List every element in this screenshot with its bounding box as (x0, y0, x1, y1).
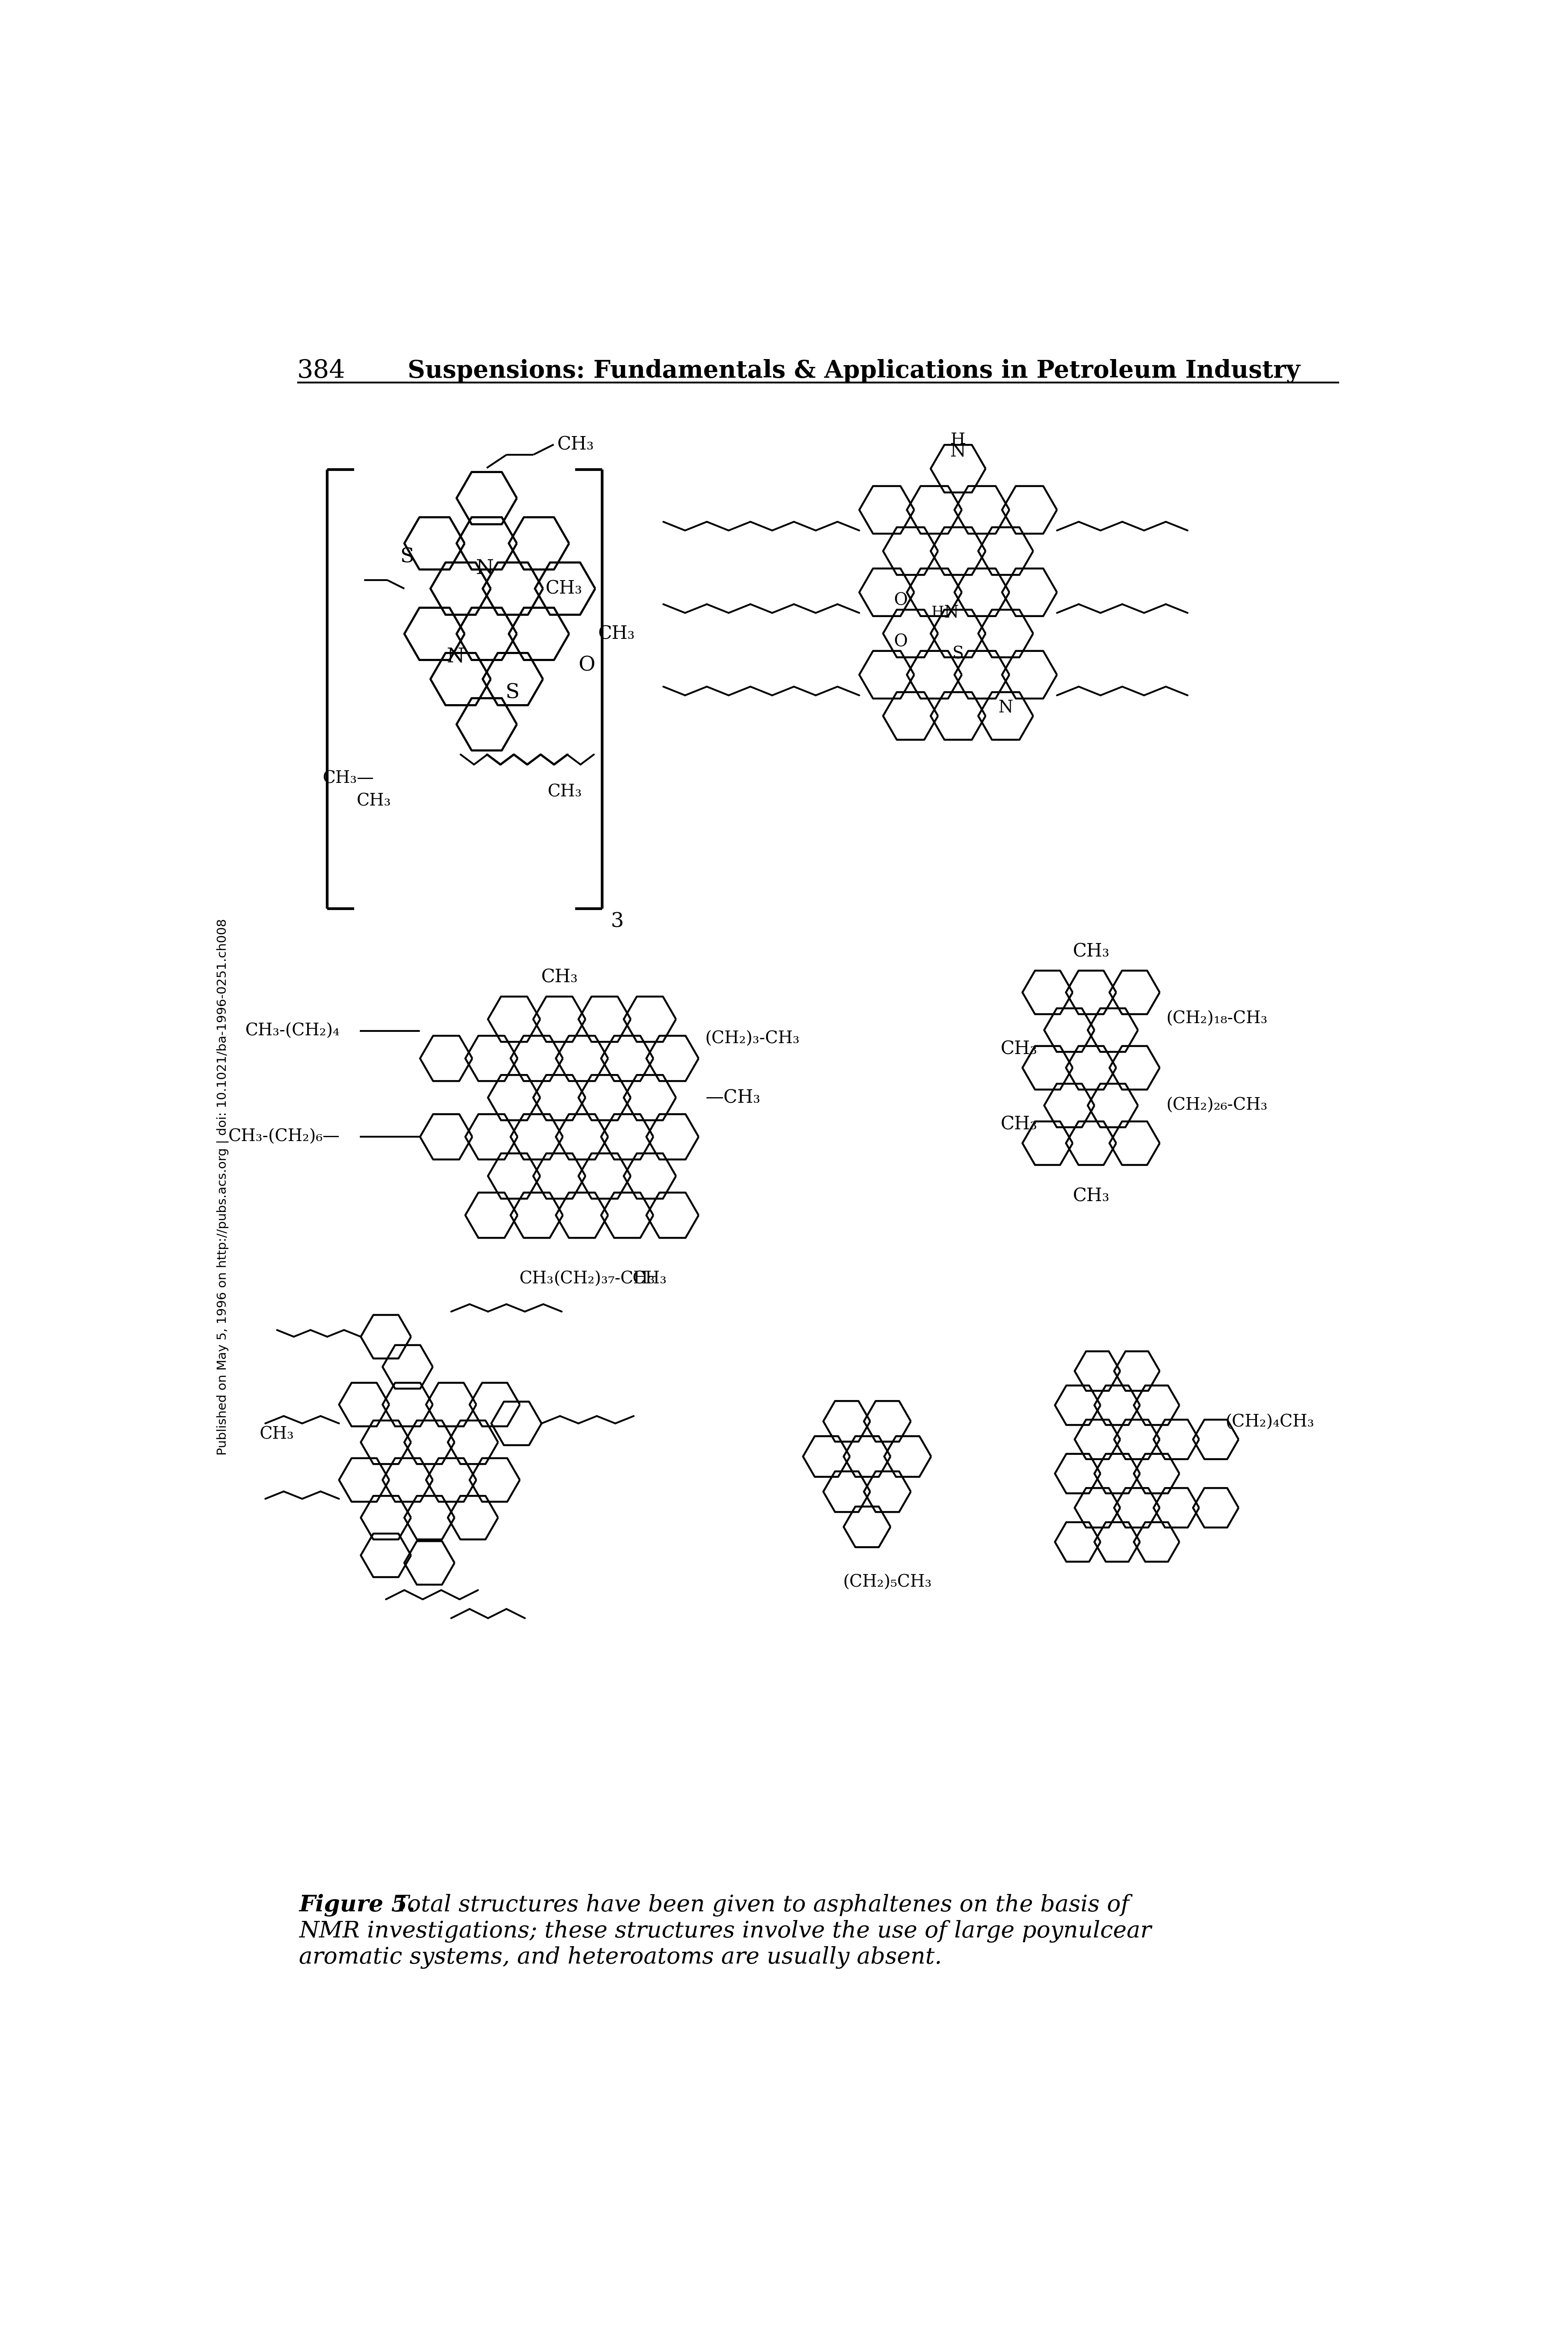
Text: H: H (931, 606, 944, 620)
Text: (CH₂)₅CH₃: (CH₂)₅CH₃ (842, 1574, 931, 1591)
Text: S: S (952, 646, 964, 663)
Text: N: N (477, 559, 494, 578)
Text: 384: 384 (296, 360, 345, 383)
Text: O: O (579, 656, 596, 674)
Text: N: N (950, 442, 966, 461)
Text: CH₃: CH₃ (1073, 1187, 1109, 1206)
Text: CH₃: CH₃ (260, 1426, 295, 1443)
Text: CH₃: CH₃ (541, 968, 577, 987)
Text: (CH₂)₄CH₃: (CH₂)₄CH₃ (1225, 1415, 1314, 1431)
Text: N: N (447, 646, 464, 667)
Text: O: O (894, 634, 908, 651)
Text: S: S (400, 548, 414, 566)
Text: (CH₂)₂₆-CH₃: (CH₂)₂₆-CH₃ (1167, 1097, 1267, 1114)
Text: CH₃: CH₃ (356, 794, 390, 808)
Text: (CH₂)₃-CH₃: (CH₂)₃-CH₃ (706, 1032, 800, 1046)
Text: N: N (944, 604, 958, 620)
Text: CH₃: CH₃ (597, 625, 635, 644)
Text: CH₃: CH₃ (1000, 1116, 1036, 1133)
Text: (CH₂)₁₈-CH₃: (CH₂)₁₈-CH₃ (1167, 1010, 1267, 1027)
Text: CH₃-(CH₂)₆—: CH₃-(CH₂)₆— (229, 1128, 340, 1144)
Text: S: S (505, 684, 519, 703)
Text: CH₃: CH₃ (1073, 942, 1109, 961)
Text: O: O (894, 592, 908, 609)
Text: CH₃: CH₃ (1000, 1039, 1036, 1058)
Text: CH₃-(CH₂)₄: CH₃-(CH₂)₄ (245, 1022, 340, 1039)
Text: Figure 5.: Figure 5. (299, 1894, 416, 1918)
Text: 3: 3 (610, 912, 624, 931)
Text: CH₃: CH₃ (519, 1271, 554, 1288)
Text: CH₃: CH₃ (632, 1271, 666, 1288)
Text: CH₃: CH₃ (557, 435, 594, 454)
Text: Total structures have been given to asphaltenes on the basis of
NMR investigatio: Total structures have been given to asph… (299, 1894, 1151, 1969)
Text: Suspensions: Fundamentals & Applications in Petroleum Industry: Suspensions: Fundamentals & Applications… (408, 360, 1300, 383)
Text: —CH₃: —CH₃ (706, 1088, 760, 1107)
Text: H: H (950, 432, 966, 449)
Text: CH₃: CH₃ (547, 785, 582, 801)
Text: CH₃: CH₃ (546, 580, 582, 597)
Text: CH₃—: CH₃— (323, 771, 375, 787)
Text: (CH₂)₃₇-CH₃: (CH₂)₃₇-CH₃ (554, 1271, 655, 1288)
Text: N: N (997, 700, 1013, 717)
Text: Published on May 5, 1996 on http://pubs.acs.org | doi: 10.1021/ba-1996-0251.ch00: Published on May 5, 1996 on http://pubs.… (216, 919, 229, 1455)
